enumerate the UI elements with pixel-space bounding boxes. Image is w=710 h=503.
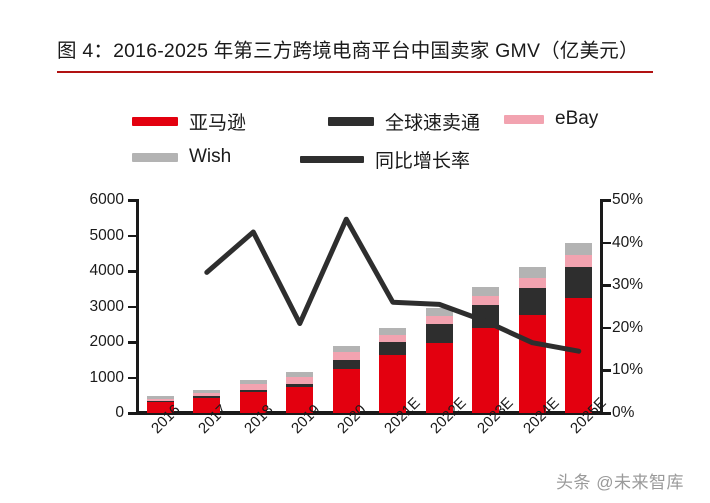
y-axis-right-tick [603, 369, 611, 372]
figure-title-box: 图 4：2016-2025 年第三方跨境电商平台中国卖家 GMV（亿美元） [57, 33, 653, 73]
y-axis-right-tick [603, 326, 611, 330]
bar-segment-ebay [472, 296, 500, 306]
legend-item-ebay: eBay [504, 108, 598, 130]
legend-label-wish: Wish [189, 146, 232, 167]
bar-segment-ebay [425, 315, 453, 325]
legend-swatch-amazon [132, 117, 178, 126]
y-axis-left-tick [128, 270, 136, 273]
legend-swatch-ebay [504, 114, 544, 124]
bar-segment-wish [332, 345, 360, 352]
y-axis-right-tick-label: 50% [612, 191, 644, 208]
bar-segment-ali [146, 400, 174, 403]
bar-segment-amazon [146, 402, 174, 413]
y-axis-left-tick [128, 341, 136, 344]
y-axis-left-tick [128, 305, 136, 308]
y-axis-right-tick [603, 284, 611, 287]
page-title: 图 4：2016-2025 年第三方跨境电商平台中国卖家 GMV（亿美元） [57, 40, 639, 62]
bar-segment-ebay [332, 351, 360, 360]
bar-segment-ali [239, 389, 267, 392]
bar-segment-amazon [425, 342, 453, 413]
y-axis-right-tick-label: 40% [612, 233, 644, 251]
bar-segment-ebay [379, 334, 407, 343]
y-axis-left-tick-label: 5000 [89, 226, 124, 244]
y-axis-left-tick [128, 199, 136, 202]
bar-segment-ebay [518, 278, 546, 289]
y-axis-right-line [600, 199, 603, 414]
y-axis-right-tick [603, 241, 611, 245]
yoy-line-series [204, 216, 582, 354]
bar-segment-wish [472, 287, 500, 297]
bar-segment-ali [332, 359, 360, 369]
yoy-line-path [204, 216, 582, 354]
legend-label-ebay: eBay [555, 108, 599, 129]
y-axis-left-tick [128, 376, 136, 379]
bar-segment-wish [518, 267, 546, 279]
bar-segment-amazon [379, 354, 407, 413]
bar-segment-wish [565, 242, 593, 256]
bar-segment-amazon [193, 397, 221, 413]
y-axis-left-tick-label: 6000 [89, 191, 124, 208]
y-axis-left-line [136, 199, 139, 414]
bar-segment-amazon [332, 368, 360, 413]
bar-segment-ebay [146, 398, 174, 401]
bar-segment-ali [565, 267, 593, 299]
x-axis-line [136, 411, 603, 415]
y-axis-right-tick [603, 412, 611, 415]
y-axis-right-tick [603, 199, 611, 202]
legend-swatch-aliexpress [328, 117, 374, 126]
legend-item-wish: Wish [132, 146, 231, 168]
y-axis-right-tick-label: 10% [612, 361, 644, 379]
watermark-text: 头条 @未来智库 [556, 473, 684, 492]
legend-item-aliexpress: 全球速卖通 [328, 108, 480, 135]
y-axis-right-tick-label: 0% [612, 404, 635, 421]
bar-segment-amazon [565, 298, 593, 413]
bar-segment-wish [239, 380, 267, 385]
bar-segment-ebay [565, 255, 593, 268]
bar-segment-wish [425, 307, 453, 316]
plot-area [137, 200, 602, 413]
legend-swatch-wish [132, 152, 178, 162]
y-axis-left-tick-label: 3000 [89, 297, 124, 315]
bar-segment-ali [425, 324, 453, 343]
bar-segment-ali [518, 288, 546, 316]
bar-segment-ali [286, 383, 314, 387]
legend-item-yoy: 同比增长率 [300, 146, 470, 173]
bar-segment-ebay [286, 377, 314, 384]
bar-segment-ali [379, 342, 407, 355]
y-axis-left-tick [128, 412, 136, 415]
bar-segment-wish [286, 371, 314, 378]
y-axis-left-tick-label: 1000 [89, 368, 124, 386]
bar-segment-ebay [193, 392, 221, 396]
y-axis-left-tick-label: 4000 [89, 262, 124, 279]
bar-segment-amazon [518, 315, 546, 413]
legend-item-amazon: 亚马逊 [132, 108, 246, 135]
bar-segment-ali [193, 395, 221, 398]
y-axis-right-tick-label: 30% [612, 276, 644, 294]
y-axis-left-tick [128, 234, 136, 237]
bar-segment-wish [193, 389, 221, 393]
y-axis-left-tick-label: 0 [115, 404, 124, 421]
bar-segment-ebay [239, 384, 267, 390]
legend-label-amazon: 亚马逊 [189, 113, 247, 134]
bar-segment-amazon [239, 391, 267, 413]
bar-segment-amazon [472, 327, 500, 413]
y-axis-right-tick-label: 20% [612, 318, 644, 336]
legend-swatch-yoy [300, 156, 364, 163]
legend-label-yoy: 同比增长率 [375, 151, 471, 172]
legend-label-aliexpress: 全球速卖通 [385, 113, 481, 134]
bar-segment-wish [379, 327, 407, 335]
bar-segment-amazon [286, 386, 314, 413]
chart-legend: 亚马逊 全球速卖通 eBay Wish 同比增长率 [132, 102, 602, 172]
y-axis-left-tick-label: 2000 [89, 333, 124, 350]
bar-segment-wish [146, 396, 174, 399]
